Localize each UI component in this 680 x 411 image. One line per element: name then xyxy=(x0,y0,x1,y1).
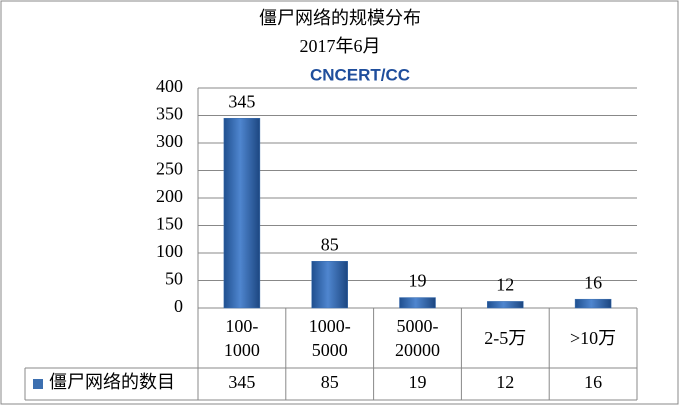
table-value: 19 xyxy=(409,372,427,392)
y-tick-label: 250 xyxy=(156,159,183,179)
y-tick-label: 50 xyxy=(165,269,183,289)
x-tick-label: >10万 xyxy=(570,328,617,348)
x-tick-label: 1000-5000 xyxy=(308,316,351,360)
x-tick-label: 5000-20000 xyxy=(394,316,440,360)
x-tick-label-box: 5000-20000 xyxy=(374,308,462,368)
x-tick-cell: 100-1000 xyxy=(198,308,286,368)
data-label: 345 xyxy=(228,91,255,111)
data-label: 12 xyxy=(496,275,514,295)
y-tick-label: 0 xyxy=(174,296,183,316)
y-tick-label: 300 xyxy=(156,131,183,151)
legend-swatch xyxy=(33,379,43,389)
y-tick-label: 350 xyxy=(156,104,183,124)
y-tick-label: 100 xyxy=(156,241,183,261)
chart-title: 僵尸网络的规模分布 xyxy=(259,8,421,28)
chart-subtitle: 2017年6月 xyxy=(300,36,381,56)
table-value: 16 xyxy=(584,372,602,392)
x-tick-cell: 2-5万 xyxy=(461,308,549,368)
legend-label: 僵尸网络的数目 xyxy=(49,372,175,392)
x-tick-label-box: 2-5万 xyxy=(461,308,549,368)
data-label: 19 xyxy=(409,271,427,291)
x-tick-label: 100-1000 xyxy=(223,316,260,360)
y-tick-label: 400 xyxy=(156,76,183,96)
table-value: 12 xyxy=(496,372,514,392)
y-tick-label: 150 xyxy=(156,214,183,234)
bar xyxy=(574,298,612,309)
bar xyxy=(399,297,436,309)
x-tick-label-box: 100-1000 xyxy=(198,308,286,368)
bar xyxy=(223,118,261,309)
x-tick-cell: >10万 xyxy=(549,308,637,368)
x-tick-label-box: 1000-5000 xyxy=(286,308,374,368)
x-tick-cell: 1000-5000 xyxy=(286,308,374,368)
bar xyxy=(311,261,348,309)
bar xyxy=(487,301,524,309)
logo: CNCERT/CC xyxy=(310,65,410,84)
x-tick-cell: 5000-20000 xyxy=(374,308,462,368)
table-value: 85 xyxy=(321,372,339,392)
table-value: 345 xyxy=(228,372,255,392)
y-tick-label: 200 xyxy=(156,186,183,206)
x-tick-label: 2-5万 xyxy=(484,328,527,348)
data-label: 16 xyxy=(584,272,602,292)
data-label: 85 xyxy=(321,234,339,254)
x-tick-label-box: >10万 xyxy=(549,308,637,368)
